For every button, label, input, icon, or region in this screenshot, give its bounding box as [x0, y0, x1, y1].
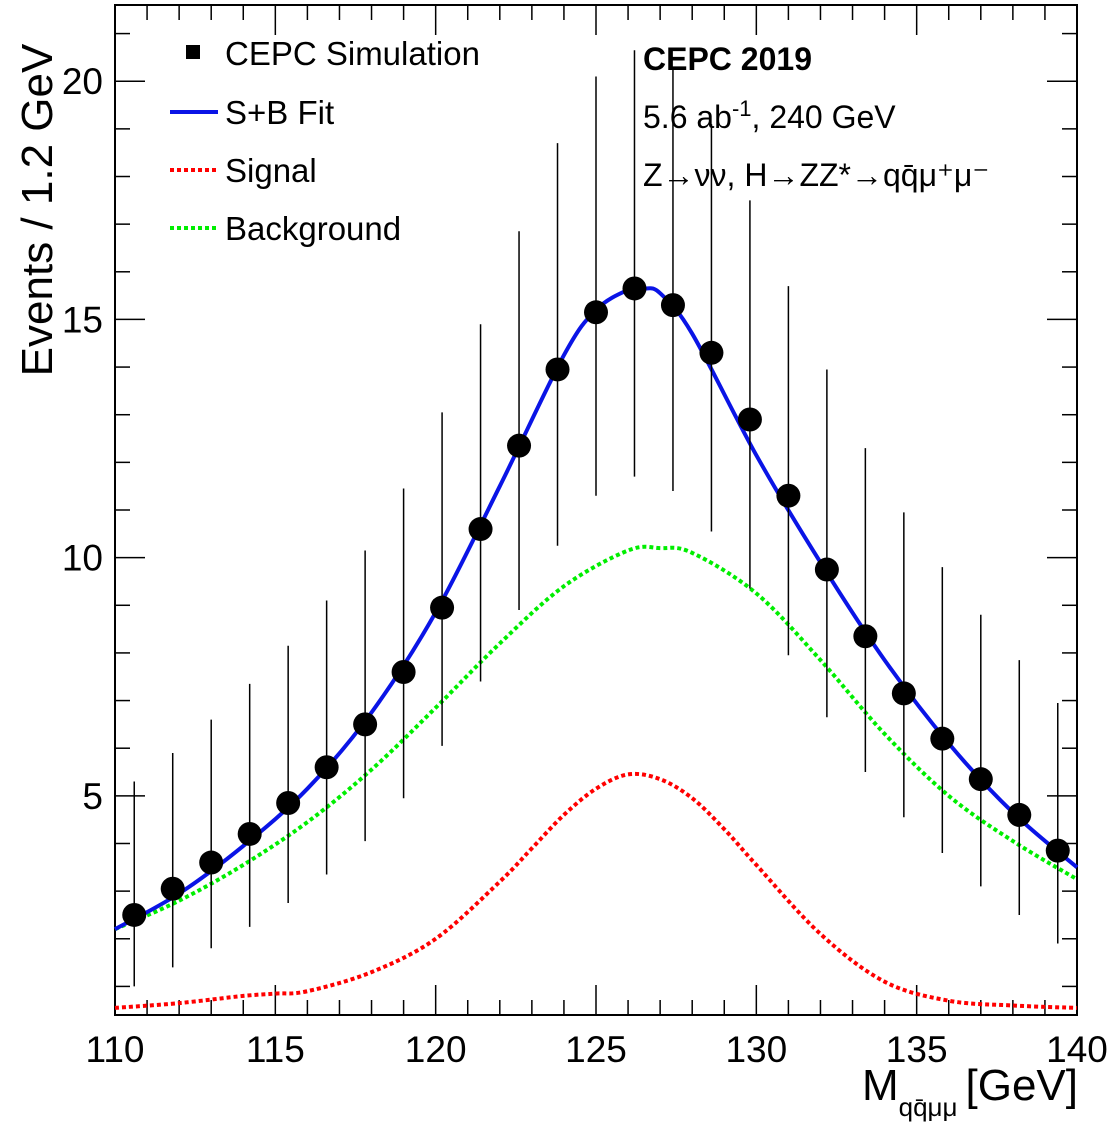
legend-label-fit: S+B Fit: [225, 94, 334, 131]
data-point: [853, 624, 878, 649]
data-point: [1045, 838, 1070, 863]
y-tick-label: 10: [62, 538, 103, 579]
legend: CEPC Simulation S+B Fit Signal Backgroun…: [170, 35, 480, 247]
data-point: [737, 407, 762, 432]
y-tick-label: 20: [62, 61, 103, 102]
data-point: [699, 340, 724, 365]
data-point: [891, 681, 916, 706]
y-axis-title: Events / 1.2 GeV: [13, 43, 62, 376]
x-tick-label: 110: [86, 1029, 145, 1070]
x-axis-title-main: M: [862, 1061, 899, 1110]
luminosity-main: 5.6 ab: [643, 99, 732, 135]
error-bars: [133, 50, 1059, 987]
data-point: [276, 790, 301, 815]
tick-labels: 110 115 120 125 130 135 140 5 10 15 20: [62, 61, 1108, 1070]
data-point: [353, 712, 378, 737]
data-point: [468, 517, 493, 542]
x-tick-label: 120: [405, 1029, 467, 1070]
data-point: [122, 902, 147, 927]
data-point: [1007, 802, 1032, 827]
signal-curve: [114, 771, 1078, 1010]
x-tick-label: 115: [246, 1029, 305, 1070]
y-tick-label: 5: [82, 776, 103, 817]
x-tick-label: 135: [886, 1029, 948, 1070]
luminosity-sup: -1: [732, 96, 752, 121]
legend-marker-data: [186, 45, 200, 59]
x-tick-label: 140: [1046, 1029, 1108, 1070]
data-point: [776, 483, 801, 508]
data-point: [622, 276, 647, 301]
luminosity-label: 5.6 ab-1, 240 GeV: [643, 96, 896, 135]
x-axis-title: Mqq̄μμ [GeV]: [862, 1061, 1078, 1122]
data-point: [968, 767, 993, 792]
y-tick-label: 15: [62, 299, 103, 340]
data-point: [814, 557, 839, 582]
x-tick-label: 130: [725, 1029, 787, 1070]
luminosity-rest: , 240 GeV: [752, 99, 897, 135]
data-point: [160, 876, 185, 901]
data-point: [199, 850, 224, 875]
legend-label-background: Background: [225, 210, 401, 247]
x-tick-label: 125: [565, 1029, 627, 1070]
data-point: [930, 726, 955, 751]
axis-ticks: [114, 5, 1078, 1015]
data-point: [507, 433, 532, 458]
data-point: [430, 595, 455, 620]
process-label: Z→νν, H→ZZ*→qq̄μ⁺μ⁻: [643, 157, 989, 193]
x-axis-title-subscript: qq̄μμ: [899, 1092, 958, 1122]
data-point: [660, 293, 685, 318]
background-curve: [114, 544, 1079, 932]
data-point: [584, 300, 608, 325]
data-point: [314, 755, 339, 780]
legend-label-data: CEPC Simulation: [225, 35, 480, 72]
legend-label-signal: Signal: [225, 152, 317, 189]
x-axis-title-unit: [GeV]: [966, 1061, 1079, 1110]
info-block: CEPC 2019 5.6 ab-1, 240 GeV Z→νν, H→ZZ*→…: [643, 41, 989, 193]
data-point: [237, 821, 262, 846]
data-point: [545, 357, 570, 382]
data-point: [391, 659, 416, 684]
experiment-label: CEPC 2019: [643, 41, 812, 77]
data-points: [122, 276, 1070, 927]
